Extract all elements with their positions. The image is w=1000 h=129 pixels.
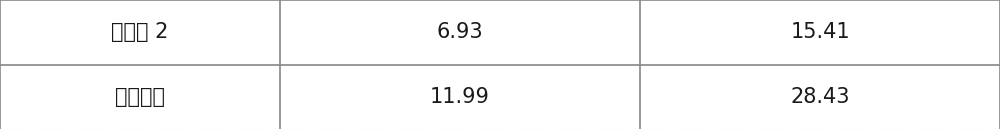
Text: 6.93: 6.93 xyxy=(437,22,483,42)
Text: 28.43: 28.43 xyxy=(790,87,850,107)
Text: 实施例 2: 实施例 2 xyxy=(111,22,169,42)
Text: 11.99: 11.99 xyxy=(430,87,490,107)
Text: 传统工艺: 传统工艺 xyxy=(115,87,165,107)
Text: 15.41: 15.41 xyxy=(790,22,850,42)
